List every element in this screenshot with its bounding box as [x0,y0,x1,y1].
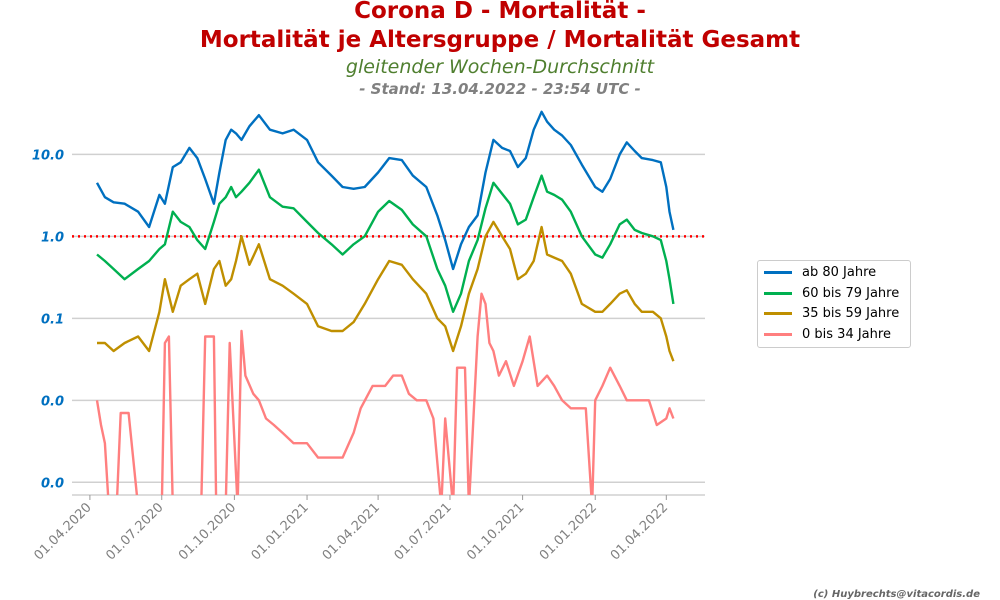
legend-label-ab-80: ab 80 Jahre [802,264,877,280]
legend-label-60-79: 60 bis 79 Jahre [802,285,900,301]
series-lines [95,110,675,495]
legend-label-0-34: 0 bis 34 Jahre [802,326,891,342]
x-tick-label: 01.01.2022 [537,500,600,563]
legend-swatch-0-34 [764,332,792,336]
y-tick-label: 0.0 [41,394,64,409]
x-tick-label: 01.01.2021 [249,500,312,563]
legend-item-ab-80: ab 80 Jahre [764,262,876,282]
y-tick-label: 0.0 [41,476,64,491]
chart-title-line2: Mortalität je Altersgruppe / Mortalität … [199,27,801,53]
y-tick-label: 10.0 [32,148,64,163]
x-tick-label: 01.04.2020 [31,500,94,563]
legend-swatch-35-59 [764,311,792,315]
axes: 10.01.00.10.00.001.04.2020 01.07.2020 01.1… [31,148,705,563]
legend-swatch-60-79 [764,291,792,295]
x-tick-label: 01.07.2021 [392,500,455,563]
x-tick-label: 01.10.2021 [464,500,527,563]
series-line-1 [96,168,675,313]
y-tick-label: 0.1 [41,312,64,327]
chart-title-line1: Corona D - Mortalität - [354,0,646,24]
x-tick-label: 01.04.2022 [608,500,671,563]
legend-item-35-59: 35 bis 59 Jahre [764,303,899,323]
series-line-0 [95,110,675,271]
series-line-2 [97,220,675,362]
legend-item-0-34: 0 bis 34 Jahre [764,324,891,344]
legend-label-35-59: 35 bis 59 Jahre [802,305,900,321]
x-tick-label: 01.10.2020 [176,500,239,563]
credit-text: (c) Huybrechts@vitacordis.de [813,589,980,600]
legend: ab 80 Jahre 60 bis 79 Jahre 35 bis 59 Ja… [757,260,911,348]
grid-lines [72,153,705,484]
x-tick-label: 01.07.2020 [103,500,166,563]
chart-timestamp: - Stand: 13.04.2022 - 23:54 UTC - [359,80,641,98]
series-line-3 [95,292,675,495]
legend-swatch-ab-80 [764,270,792,274]
legend-item-60-79: 60 bis 79 Jahre [764,283,899,303]
y-tick-label: 1.0 [41,230,64,245]
chart-subtitle: gleitender Wochen-Durchschnitt [345,56,655,78]
x-tick-label: 01.04.2021 [320,500,383,563]
